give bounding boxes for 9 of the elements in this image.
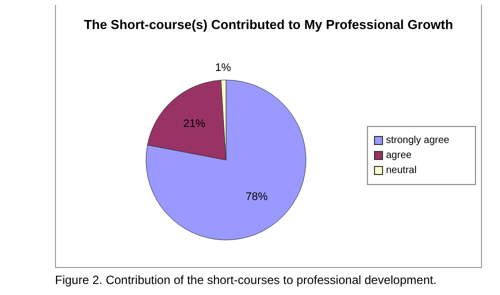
chart-title: The Short-course(s) Contributed to My Professional Growth: [82, 17, 454, 32]
legend-label: strongly agree: [386, 134, 450, 146]
pie-slice: [146, 80, 306, 240]
data-label: 78%: [246, 190, 268, 203]
data-label: 1%: [215, 62, 232, 74]
legend-label: agree: [386, 150, 412, 160]
caption: Figure 2. Contribution of the short-courses to professional development.: [55, 273, 437, 287]
data-label: 21%: [183, 118, 206, 130]
legend-label: neutral: [386, 164, 417, 176]
